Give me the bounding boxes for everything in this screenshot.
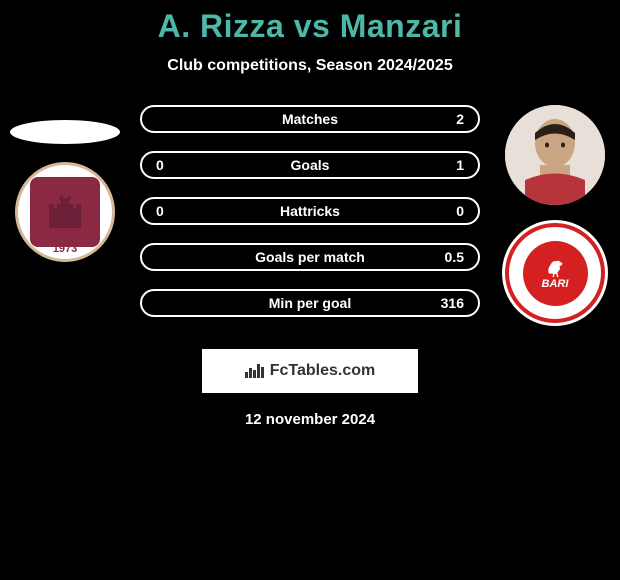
stat-label: Min per goal	[206, 295, 414, 311]
bari-text-label: BARI	[542, 278, 569, 290]
header: A. Rizza vs Manzari Club competitions, S…	[0, 0, 620, 75]
stat-row-goals: 0 Goals 1	[140, 151, 480, 179]
stat-row-matches: Matches 2	[140, 105, 480, 133]
stat-row-goals-per-match: Goals per match 0.5	[140, 243, 480, 271]
stat-value-right: 0	[414, 203, 464, 219]
stat-value-right: 1	[414, 157, 464, 173]
player-left-column: 1973	[10, 105, 120, 262]
watermark: FcTables.com	[202, 349, 418, 393]
stat-label: Goals	[206, 157, 414, 173]
player-right-avatar	[505, 105, 605, 205]
chart-bars-icon	[245, 364, 264, 378]
club-badge-left: 1973	[15, 162, 115, 262]
club-year-label: 1973	[53, 243, 77, 255]
stat-value-right: 316	[414, 295, 464, 311]
bari-badge-inner: BARI	[523, 241, 588, 306]
stat-value-right: 2	[414, 111, 464, 127]
stat-row-hattricks: 0 Hattricks 0	[140, 197, 480, 225]
stat-label: Hattricks	[206, 203, 414, 219]
watermark-text: FcTables.com	[270, 362, 376, 380]
player-left-avatar	[10, 120, 120, 144]
stat-row-min-per-goal: Min per goal 316	[140, 289, 480, 317]
cittadella-castle-icon	[30, 177, 100, 247]
club-badge-right: BARI	[505, 223, 605, 323]
stat-label: Goals per match	[206, 249, 414, 265]
stat-label: Matches	[206, 111, 414, 127]
player-right-column: BARI	[500, 105, 610, 323]
stat-value-left: 0	[156, 157, 206, 173]
stats-list: Matches 2 0 Goals 1 0 Hattricks 0 Goals …	[140, 105, 480, 317]
page-title: A. Rizza vs Manzari	[0, 8, 620, 45]
stat-value-left: 0	[156, 203, 206, 219]
comparison-container: 1973 BARI	[0, 105, 620, 317]
date-label: 12 november 2024	[0, 411, 620, 428]
page-subtitle: Club competitions, Season 2024/2025	[0, 57, 620, 75]
stat-value-right: 0.5	[414, 249, 464, 265]
